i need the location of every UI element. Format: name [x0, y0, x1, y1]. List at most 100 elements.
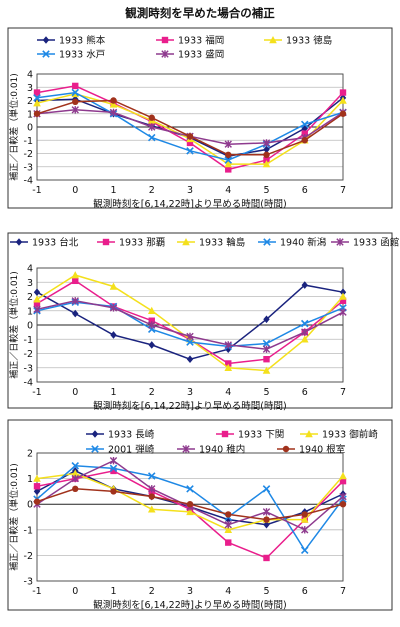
x-tick-label: 0: [72, 185, 78, 196]
data-point: [339, 308, 347, 316]
x-tick-label: 6: [302, 185, 308, 196]
x-tick-label: 6: [302, 387, 308, 398]
plot-area: [36, 73, 344, 181]
data-point: [33, 295, 41, 303]
y-tick-label: 1: [27, 306, 33, 317]
legend-item: 1933 輪島: [177, 237, 245, 249]
y-tick-label: 2: [27, 449, 33, 460]
x-tick-label: 3: [187, 387, 193, 398]
data-point: [71, 469, 80, 477]
legend-swatch-marker: [282, 445, 290, 453]
y-tick-label: -1: [24, 335, 33, 346]
legend-label: 2001 弾崎: [108, 444, 155, 456]
series-5: [33, 297, 347, 353]
y-tick-label: 1: [27, 109, 33, 120]
y-tick-label: -4: [24, 176, 33, 187]
legend-swatch-marker: [91, 430, 99, 438]
x-tick-label: 7: [340, 586, 346, 597]
data-point: [301, 511, 308, 518]
y-tick-label: 3: [27, 278, 33, 289]
x-axis-label: 観測時刻を[6,14,22時]より早める時間(時間): [93, 599, 286, 611]
data-point: [263, 516, 270, 523]
data-point: [72, 485, 79, 493]
legend-label: 1933 水戸: [59, 49, 105, 61]
legend-item: 1933 徳島: [264, 35, 332, 47]
data-point: [71, 88, 80, 97]
data-point: [339, 288, 347, 297]
legend-label: 1933 那覇: [119, 238, 166, 249]
legend-swatch-marker: [263, 238, 271, 246]
y-tick-label: 0: [27, 500, 33, 511]
legend-swatch-marker: [42, 36, 50, 44]
data-point: [110, 467, 117, 475]
data-point: [225, 539, 232, 546]
data-point: [186, 485, 194, 493]
data-point: [224, 363, 233, 371]
legend-label: 1933 徳島: [286, 35, 332, 47]
data-point: [339, 477, 347, 485]
x-tick-label: 4: [225, 185, 231, 196]
data-point: [110, 97, 117, 104]
y-tick-label: -2: [24, 349, 33, 360]
x-tick-label: 3: [187, 185, 193, 196]
data-point: [33, 300, 41, 307]
data-point: [33, 483, 41, 490]
data-point: [33, 305, 41, 314]
legend-item: 1933 水戸: [37, 49, 105, 61]
data-point: [339, 110, 347, 117]
legend-item: 1933 熊本: [37, 35, 106, 47]
legend-swatch-marker: [161, 50, 169, 58]
data-point: [72, 309, 79, 318]
data-point: [148, 317, 155, 324]
y-tick-label: 2: [27, 96, 33, 107]
data-point: [33, 498, 41, 505]
data-point: [262, 345, 271, 353]
data-point: [301, 328, 309, 336]
x-tick-label: 6: [302, 586, 308, 597]
data-point: [147, 505, 156, 513]
legend-item: 1940 根室: [277, 444, 345, 456]
x-tick-label: 1: [110, 387, 116, 398]
y-axis-label: 補正／日較差（単位:0.01): [8, 73, 20, 181]
legend-swatch-marker: [161, 36, 169, 44]
data-point: [262, 485, 271, 493]
x-tick-label: -1: [32, 387, 41, 398]
data-point: [263, 554, 270, 562]
legend-label: 1940 稚内: [199, 444, 245, 456]
data-point: [300, 120, 309, 129]
data-point: [301, 130, 308, 137]
x-axis-label: 観測時刻を[6,14,22時]より早める時間(時間): [93, 400, 286, 412]
y-tick-label: -3: [24, 363, 33, 374]
x-tick-label: 5: [263, 387, 269, 398]
data-point: [71, 271, 80, 279]
data-point: [109, 108, 118, 117]
data-point: [339, 501, 347, 508]
data-point: [225, 151, 232, 159]
data-point: [109, 282, 118, 290]
legend-swatch-marker: [182, 238, 190, 246]
data-point: [33, 487, 41, 496]
data-point: [72, 98, 79, 106]
legend-label: 1933 輪島: [199, 237, 245, 249]
data-point: [339, 96, 347, 104]
data-point: [262, 366, 271, 374]
legend-item: 1933 長崎: [86, 429, 155, 441]
x-tick-label: -1: [32, 586, 41, 597]
legend-item: 2001 弾崎: [86, 444, 155, 456]
data-point: [147, 472, 156, 480]
y-tick-label: -4: [24, 378, 33, 389]
series-4: [33, 462, 347, 555]
legend-label: 1940 根室: [299, 444, 345, 456]
legend-swatch-marker: [91, 445, 99, 453]
data-point: [263, 151, 270, 159]
data-point: [262, 508, 271, 516]
legend-item: 1933 下関: [216, 430, 284, 441]
data-point: [148, 485, 156, 493]
data-point: [186, 507, 194, 516]
plot-area: [36, 267, 344, 383]
legend-label: 1933 台北: [32, 237, 79, 249]
chart-panel-1: -4 -3 -2 -1 0 1 2 3 4 -1 0 1 2 3 4 5 6 7 観測時刻を[6,14,22時]より…: [7, 27, 393, 210]
data-point: [186, 139, 194, 147]
x-tick-label: 7: [340, 387, 346, 398]
